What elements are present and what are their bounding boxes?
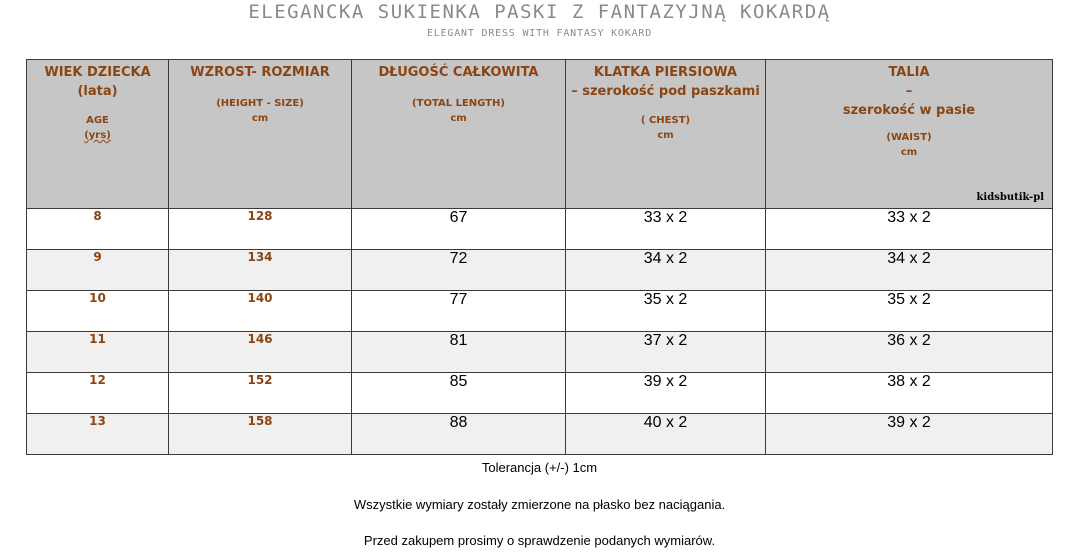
header-waist-unit: cm: [900, 147, 918, 158]
header-chest-en: ( CHEST): [640, 115, 691, 126]
header-chest: KLATKA PIERSIOWA – szerokość pod paszkam…: [565, 59, 766, 209]
cell-age: 13: [26, 413, 169, 455]
header-waist-dash: –: [905, 84, 913, 99]
table-row: 11 146 81 37 x 2 36 x 2: [26, 331, 1053, 373]
header-chest-desc: – szerokość pod paszkami: [571, 84, 760, 99]
cell-age: 8: [26, 208, 169, 250]
cell-waist: 34 x 2: [765, 249, 1053, 291]
cell-age: 12: [26, 372, 169, 414]
shop-watermark: kidsbutik-pl: [976, 192, 1045, 203]
cell-height: 128: [168, 208, 352, 250]
header-height-unit: cm: [251, 113, 269, 124]
header-length: DŁUGOŚĆ CAŁKOWITA (TOTAL LENGTH) cm: [351, 59, 566, 209]
cell-waist: 39 x 2: [765, 413, 1053, 455]
header-height: WZROST- ROZMIAR (HEIGHT - SIZE) cm: [168, 59, 352, 209]
tolerance-note: Tolerancja (+/-) 1cm: [481, 460, 598, 475]
cell-height: 146: [168, 331, 352, 373]
cell-length: 67: [351, 208, 566, 250]
header-age: WIEK DZIECKA (lata) AGE (yrs): [26, 59, 169, 209]
header-waist-label: TALIA: [888, 65, 930, 80]
header-age-en-unit: (yrs): [84, 130, 111, 141]
header-height-label: WZROST- ROZMIAR: [190, 65, 330, 80]
table-row: 8 128 67 33 x 2 33 x 2: [26, 208, 1053, 250]
table-row: 10 140 77 35 x 2 35 x 2: [26, 290, 1053, 332]
cell-length: 81: [351, 331, 566, 373]
cell-height: 134: [168, 249, 352, 291]
header-waist-desc: szerokość w pasie: [842, 103, 976, 118]
cell-waist: 38 x 2: [765, 372, 1053, 414]
flat-measure-note: Wszystkie wymiary zostały zmierzone na p…: [353, 497, 726, 512]
cell-age: 9: [26, 249, 169, 291]
size-table: WIEK DZIECKA (lata) AGE (yrs) WZROST- RO…: [26, 59, 1053, 455]
header-chest-label: KLATKA PIERSIOWA: [593, 65, 738, 80]
cell-height: 140: [168, 290, 352, 332]
cell-waist: 33 x 2: [765, 208, 1053, 250]
check-sizes-note: Przed zakupem prosimy o sprawdzenie poda…: [363, 533, 716, 548]
table-row: 12 152 85 39 x 2 38 x 2: [26, 372, 1053, 414]
cell-chest: 37 x 2: [565, 331, 766, 373]
cell-chest: 33 x 2: [565, 208, 766, 250]
cell-length: 85: [351, 372, 566, 414]
table-row: 9 134 72 34 x 2 34 x 2: [26, 249, 1053, 291]
header-length-en: (TOTAL LENGTH): [412, 98, 505, 109]
cell-length: 88: [351, 413, 566, 455]
header-length-unit: cm: [450, 113, 467, 124]
header-waist-en: (WAIST): [886, 132, 932, 143]
cell-age: 11: [26, 331, 169, 373]
cell-height: 152: [168, 372, 352, 414]
cell-chest: 40 x 2: [565, 413, 766, 455]
cell-chest: 35 x 2: [565, 290, 766, 332]
header-chest-unit: cm: [657, 130, 674, 141]
header-age-label: WIEK DZIECKA: [44, 65, 151, 80]
cell-length: 72: [351, 249, 566, 291]
header-age-en: AGE: [86, 115, 109, 126]
table-row: 13 158 88 40 x 2 39 x 2: [26, 413, 1053, 455]
cell-chest: 34 x 2: [565, 249, 766, 291]
cell-length: 77: [351, 290, 566, 332]
cell-chest: 39 x 2: [565, 372, 766, 414]
cell-waist: 36 x 2: [765, 331, 1053, 373]
page-subtitle: ELEGANT DRESS WITH FANTASY KOKARD: [426, 28, 653, 39]
header-length-label: DŁUGOŚĆ CAŁKOWITA: [378, 65, 539, 80]
header-waist: TALIA – szerokość w pasie (WAIST) cm kid…: [765, 59, 1053, 209]
cell-age: 10: [26, 290, 169, 332]
page-title: ELEGANCKA SUKIENKA PASKI Z FANTAZYJNĄ KO…: [248, 1, 831, 23]
header-height-en: (HEIGHT - SIZE): [216, 98, 304, 109]
header-age-unit: (lata): [77, 84, 118, 99]
cell-height: 158: [168, 413, 352, 455]
cell-waist: 35 x 2: [765, 290, 1053, 332]
table-header-row: WIEK DZIECKA (lata) AGE (yrs) WZROST- RO…: [26, 59, 1053, 209]
